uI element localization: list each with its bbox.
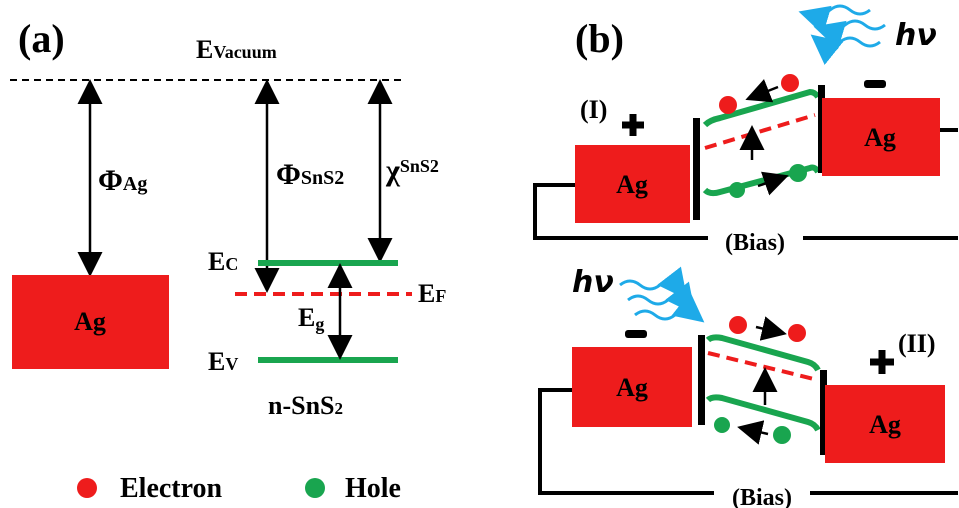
conduction-band (708, 337, 818, 370)
panel-label: (a) (18, 16, 65, 61)
contact (693, 118, 700, 220)
chi-sns2: χSnS2 (385, 154, 439, 187)
electron (729, 316, 747, 334)
vacuum-label: EVacuum (196, 35, 277, 64)
ev-label: EV (208, 347, 238, 376)
arrow (742, 428, 768, 434)
electron (788, 324, 806, 342)
contact (698, 335, 705, 425)
bias-label: (Bias) (732, 485, 792, 508)
light-label: hν (895, 18, 937, 53)
metal-label: Ag (864, 123, 896, 152)
phi-sns2: ΦSnS2 (276, 158, 344, 191)
light-wave (820, 38, 880, 46)
phi-ag: ΦAg (98, 164, 147, 197)
light-wave (810, 6, 870, 16)
metal-label: Ag (869, 410, 901, 439)
light-wave (628, 296, 688, 305)
minus-sign (864, 80, 886, 88)
ef-label: EF (418, 279, 446, 308)
hole (789, 164, 807, 182)
light-label: hν (572, 265, 614, 300)
arrow (756, 327, 782, 333)
metal-label: Ag (616, 373, 648, 402)
minus-sign (625, 330, 647, 338)
legend-hole: Hole (345, 473, 401, 504)
hole (773, 426, 791, 444)
metal-label: Ag (616, 170, 648, 199)
plus-sign (870, 350, 894, 374)
ec-label: EC (208, 247, 238, 276)
panel-label: (b) (575, 16, 624, 61)
eg-label: Eg (298, 303, 324, 334)
light-wave (825, 21, 885, 31)
plus-sign (622, 114, 644, 136)
bias-label: (Bias) (725, 230, 785, 256)
arrow (750, 87, 778, 98)
electron-icon (77, 478, 97, 498)
semiconductor-label: n-SnS2 (268, 391, 343, 420)
fermi-level (708, 353, 818, 380)
hole (714, 417, 730, 433)
light-wave (620, 281, 680, 290)
hole-icon (305, 478, 325, 498)
electron (781, 74, 799, 92)
metal-label: Ag (74, 307, 106, 336)
diagram: (a) EVacuum ΦAg Ag ΦSnS2 χSnS2 EC EF Eg … (0, 0, 959, 508)
light-wave (635, 311, 695, 319)
electron (719, 96, 737, 114)
mode-label: (I) (580, 95, 607, 124)
legend-electron: Electron (120, 473, 223, 504)
mode-label: (II) (898, 329, 936, 358)
hole (729, 182, 745, 198)
